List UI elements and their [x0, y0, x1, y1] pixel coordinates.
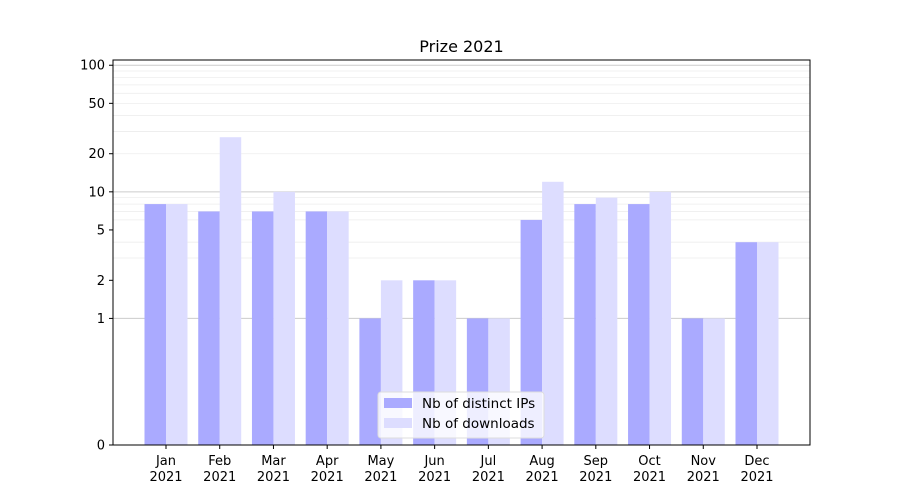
- bar-distinct-ips-2: [251, 211, 274, 445]
- bar-distinct-ips-9: [628, 204, 650, 445]
- legend-label: Nb of downloads: [422, 416, 535, 432]
- x-tick-label: Jun 2021: [418, 454, 451, 485]
- legend-swatch: [384, 418, 412, 428]
- bar-distinct-ips-3: [305, 211, 328, 445]
- bar-distinct-ips-11: [735, 242, 757, 445]
- bar-downloads-10: [703, 318, 725, 445]
- bar-distinct-ips-7: [520, 219, 543, 445]
- bar-distinct-ips-10: [681, 318, 704, 445]
- bar-downloads-0: [166, 204, 188, 445]
- x-tick-label: Apr 2021: [311, 454, 344, 485]
- x-tick-label: Jul 2021: [472, 454, 505, 485]
- y-axis: 0 1 2 5 10 20 50 100: [80, 59, 113, 454]
- bar-downloads-3: [327, 211, 349, 445]
- plot-frame: [112, 59, 811, 446]
- bar-distinct-ips-0: [144, 204, 166, 445]
- y-tick-label: 20: [88, 147, 105, 162]
- x-tick-label: Sep 2021: [579, 454, 612, 485]
- bar-downloads-2: [273, 191, 295, 445]
- x-tick-label: Dec 2021: [740, 454, 773, 485]
- bar-downloads-1: [219, 137, 242, 446]
- legend: Nb of distinct IPs Nb of downloads: [377, 391, 545, 439]
- bar-downloads-11: [757, 242, 779, 445]
- y-tick-label: 10: [88, 185, 105, 200]
- bar-downloads-9: [649, 191, 672, 445]
- bar-distinct-ips-8: [574, 204, 596, 445]
- y-tick-label: 50: [88, 97, 105, 112]
- bar-downloads-8: [595, 197, 618, 445]
- x-axis: Jan 2021 Feb 2021 Mar 2021 Apr 2021 May 2021 Jun 20…: [149, 445, 774, 485]
- x-tick-label: Aug 2021: [526, 454, 559, 485]
- x-tick-label: Jan 2021: [149, 454, 182, 485]
- y-tick-label: 100: [80, 59, 105, 74]
- x-tick-label: Feb 2021: [203, 454, 236, 485]
- bar-distinct-ips-1: [198, 211, 220, 445]
- chart-title: Prize 2021: [419, 37, 503, 56]
- x-tick-label: May 2021: [364, 454, 397, 485]
- x-tick-label: Nov 2021: [687, 454, 720, 485]
- y-tick-label: 5: [97, 223, 105, 238]
- legend-swatch: [384, 398, 412, 408]
- legend-box: [377, 391, 545, 439]
- x-tick-label: Mar 2021: [257, 454, 290, 485]
- x-tick-label: Oct 2021: [633, 454, 666, 485]
- y-tick-label: 0: [97, 439, 105, 454]
- bar-downloads-7: [542, 181, 564, 445]
- bar-distinct-ips-4: [359, 318, 381, 445]
- y-tick-label: 2: [97, 274, 105, 289]
- legend-label: Nb of distinct IPs: [422, 396, 535, 412]
- y-tick-label: 1: [97, 312, 105, 327]
